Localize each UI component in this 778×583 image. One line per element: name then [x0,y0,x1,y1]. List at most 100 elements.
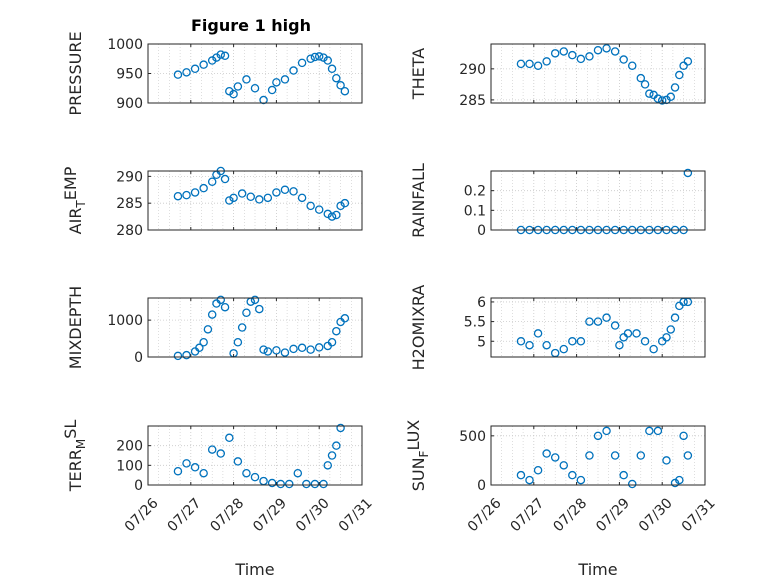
air_temp-data-point [173,191,183,201]
terr_msl-data-point [225,433,234,443]
terr_msl-xlabel: Time [234,560,274,579]
rainfall-axes-box [490,170,706,231]
air_temp-data-point [314,205,324,214]
pressure-data-point [280,75,290,84]
h2omixra-data-point [576,337,586,346]
terr_msl-data-point [302,479,311,489]
theta-data-point [533,61,543,70]
air_temp-data-point [199,183,208,193]
pressure-data-point [310,52,320,62]
air_temp-data-point [190,188,200,197]
pressure-data-point [220,51,230,61]
air_temp-data-point [280,185,290,195]
theta-data-point [525,59,534,69]
h2omixra-data-point [670,313,680,322]
mixdepth-data-point [259,345,268,354]
mixdepth-data-point [255,304,264,314]
pressure-data-point [250,84,260,93]
mixdepth-data-point [280,348,290,357]
pressure-data-point [182,68,191,77]
sun_flux-data-point [593,431,603,441]
h2omixra-data-point [640,337,650,346]
mixdepth-data-point [207,310,217,319]
terr_msl-axes-box [147,425,363,486]
h2omixra-ytick-label: 6 [477,295,486,311]
pressure-data-point [289,66,298,75]
subplot-air_temp: 280 285 290 AIRTEMP [61,166,363,239]
mixdepth-data-point [263,347,273,356]
terr_msl-ytick-label: 100 [116,458,143,474]
h2omixra-data-point [602,313,611,322]
pressure-data-point [242,75,251,84]
air_temp-data-point [340,198,350,208]
pressure-data-point [216,50,226,59]
theta-data-point [666,92,676,102]
subplot-h2omixra: 5 5.5 6 H2OMIXRA [409,285,706,370]
h2omixra-data-point [568,337,577,346]
h2omixra-data-point [623,329,633,338]
air_temp-data-point [246,192,255,201]
terr_msl-data-point [319,479,328,489]
theta-ylabel: THETA [409,48,428,100]
theta-data-point [542,57,551,66]
h2omixra-data-point [585,317,594,326]
rainfall-ytick-label: 0.2 [464,184,486,200]
h2omixra-data-point [593,317,603,326]
sun_flux-data-point [610,451,620,460]
sun_flux-data-point [585,451,594,460]
pressure-data-point [314,52,324,61]
mixdepth-data-point [233,337,243,347]
pressure-ytick-label: 900 [116,96,143,112]
theta-data-point [670,83,680,92]
pressure-ytick-label: 950 [116,67,143,83]
theta-data-point [627,61,637,70]
mixdepth-data-point [297,343,307,353]
sun_flux-data-point [683,451,693,460]
mixdepth-data-point [272,346,281,355]
mixdepth-data-point [182,350,191,360]
subplot-pressure: 900 950 1000 PRESSURE [66,31,363,116]
subplot-mixdepth: 0 1000 MIXDEPTH [66,286,363,369]
pressure-data-point [233,82,243,91]
terr_msl-data-point [336,423,345,433]
pressure-data-point [272,78,281,87]
air_temp-data-point [182,190,191,200]
pressure-data-point [173,70,183,79]
terr_msl-data-point [332,441,341,450]
mixdepth-data-point [306,345,315,354]
theta-data-point [593,45,603,55]
h2omixra-ytick-label: 5 [477,334,486,350]
theta-data-point [653,94,663,103]
sun_flux-data-point [533,465,543,475]
air_temp-axes-box [147,170,363,231]
mixdepth-data-point [195,343,204,353]
h2omixra-data-point [649,344,658,354]
air_temp-data-point [263,193,273,203]
pressure-data-point [323,56,333,65]
pressure-data-point [267,85,277,95]
terr_msl-data-point [310,479,320,489]
terr_msl-data-point [182,459,191,468]
terr_msl-data-point [199,468,208,478]
mixdepth-ylabel: MIXDEPTH [66,286,85,369]
sun_flux-data-point [542,449,551,458]
terr_msl-data-point [323,461,333,470]
mixdepth-data-point [216,295,226,305]
mixdepth-axes-box [147,297,363,358]
terr_msl-minor-grid [158,426,352,485]
air_temp-series [173,166,350,221]
sun_flux-data-point [675,475,684,485]
mixdepth-data-point [289,344,298,354]
theta-data-point [568,50,577,60]
terr_msl-data-point [284,479,294,489]
mixdepth-data-point [250,295,260,305]
pressure-data-point [190,64,200,74]
h2omixra-ytick-label: 5.5 [464,315,486,331]
pressure-data-point [340,86,350,96]
air_temp-data-point [272,188,281,197]
pressure-data-point [229,89,238,99]
terr_msl-data-point [242,468,251,478]
terr_msl-data-point [276,479,285,489]
mixdepth-ytick-label: 0 [134,350,143,366]
sun_flux-axes-box [490,425,706,486]
